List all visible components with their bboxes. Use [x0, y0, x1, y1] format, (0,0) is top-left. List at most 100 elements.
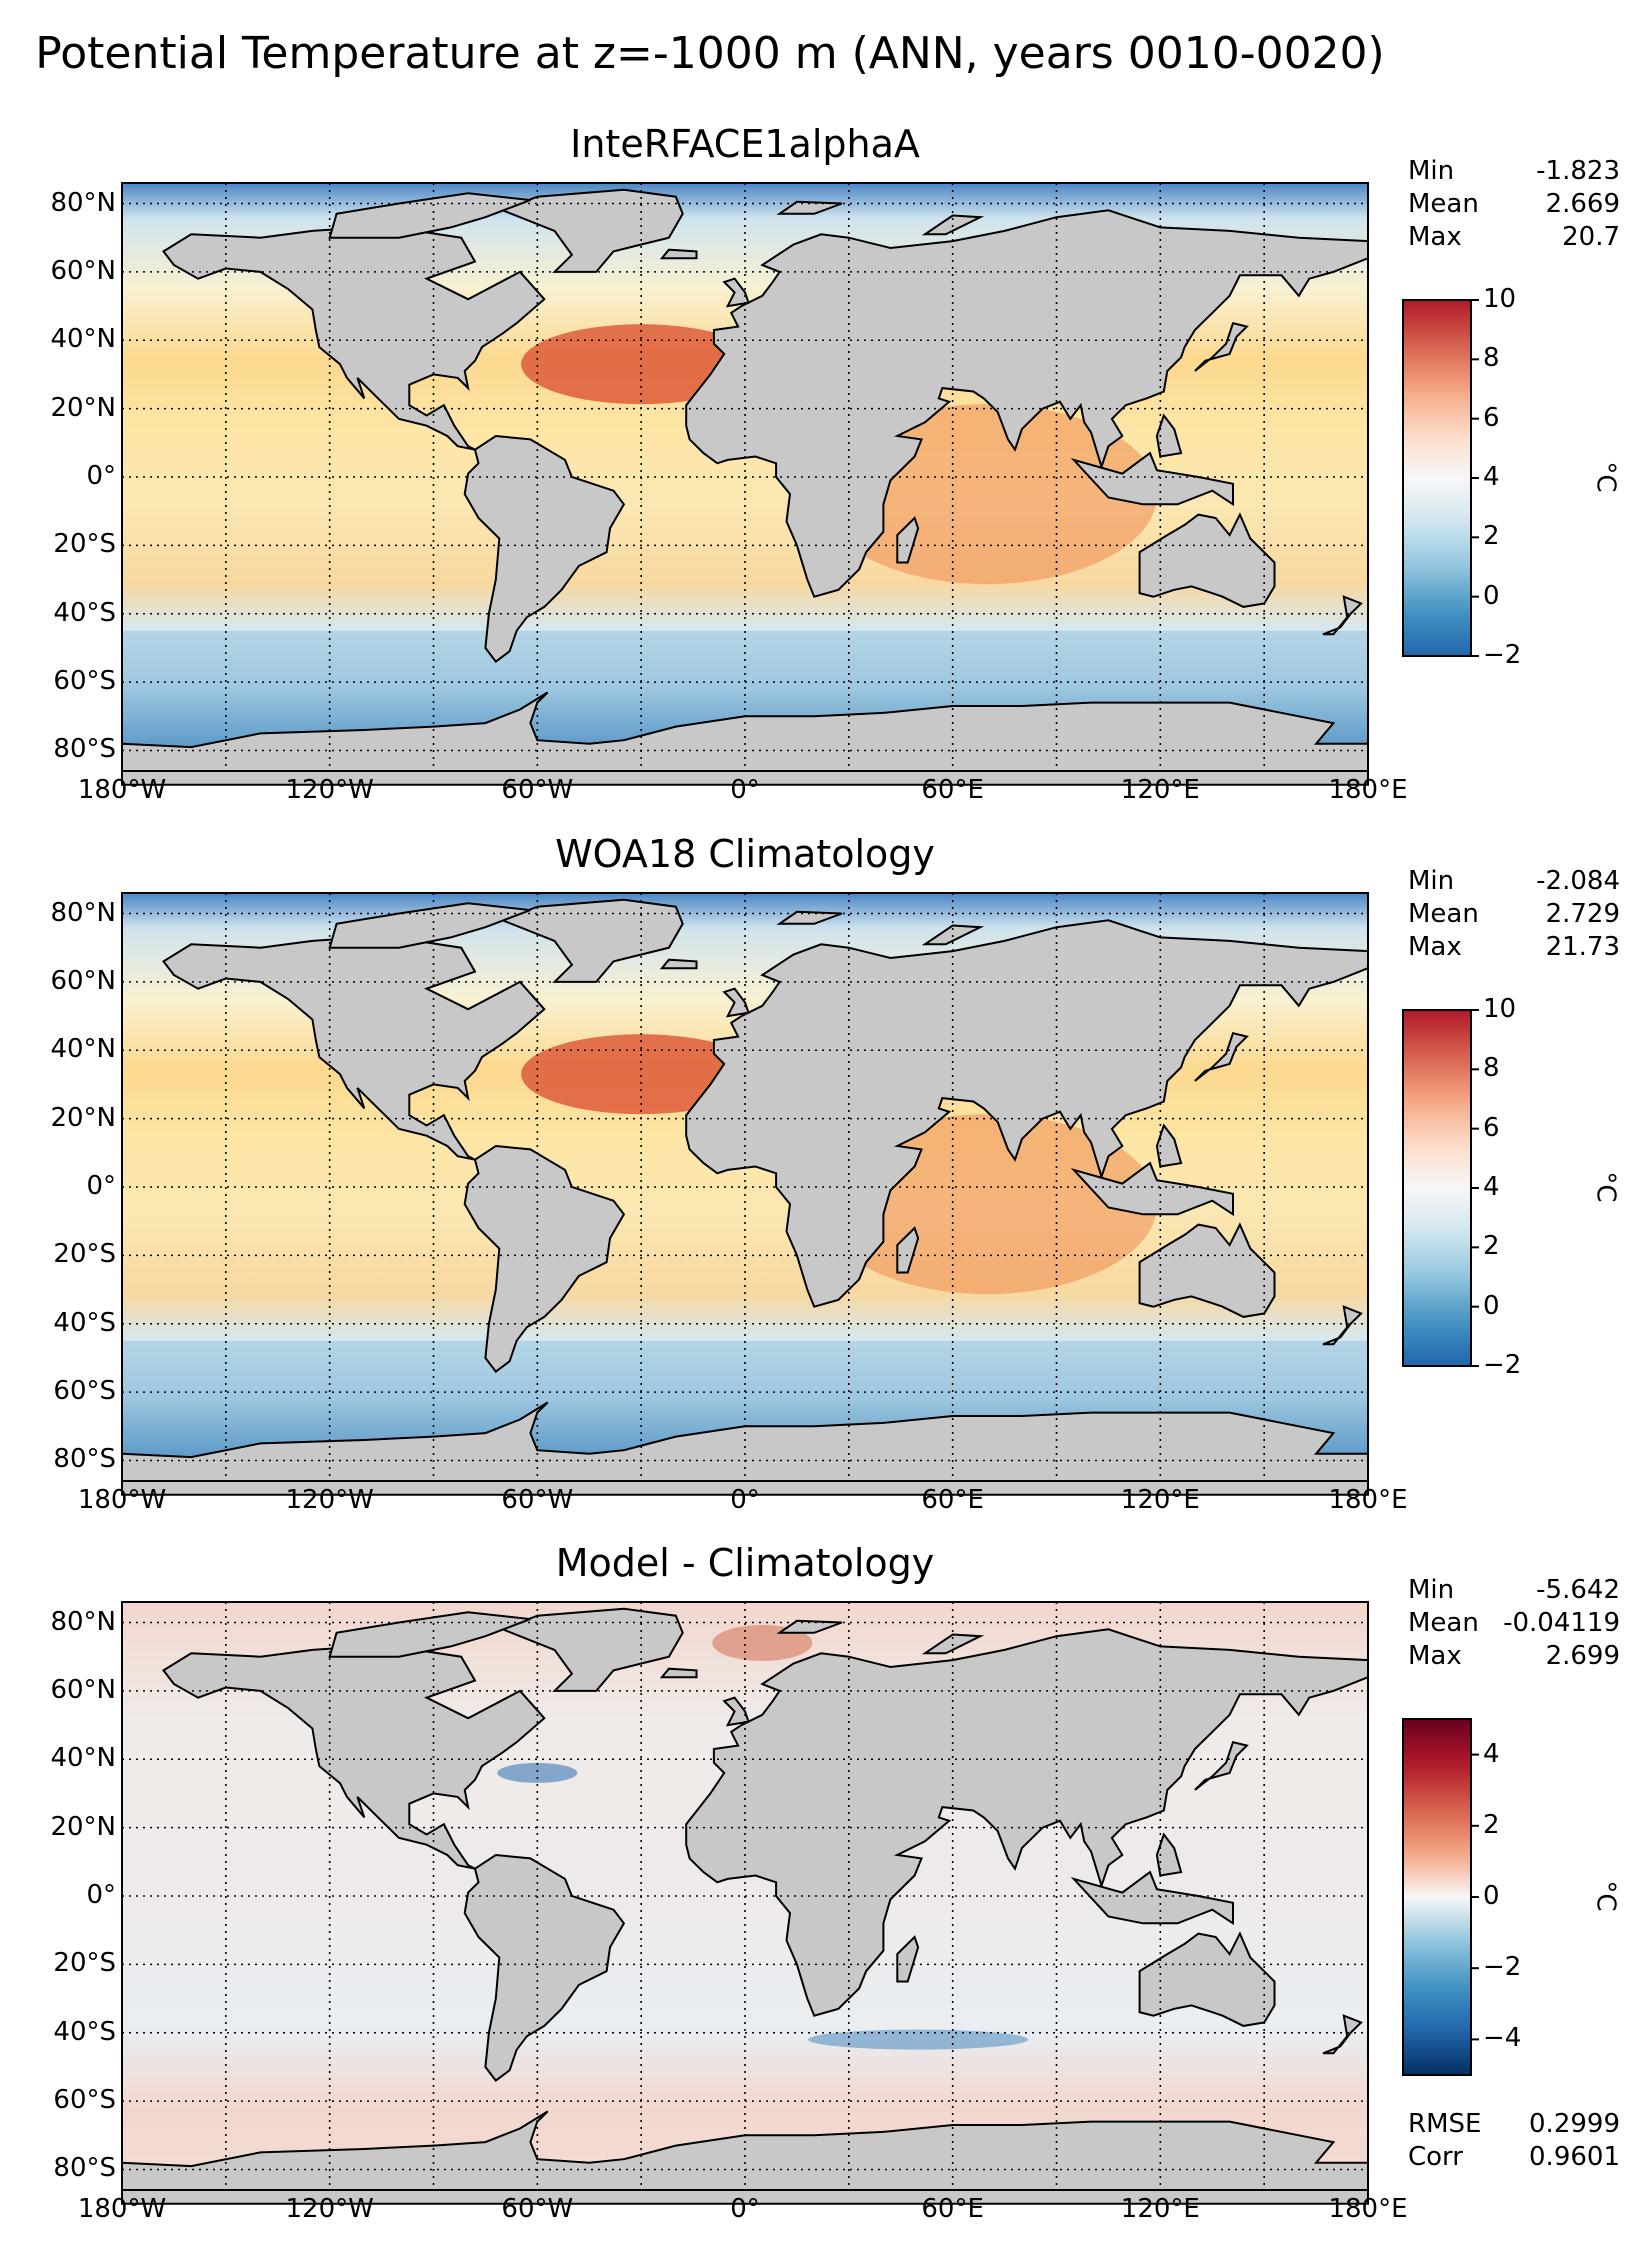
land-indonesia — [1070, 1161, 1234, 1217]
longitude-label: 120°E — [1120, 1485, 1200, 1515]
land-japan — [1194, 322, 1249, 372]
latitude-label: 60°S — [53, 1376, 116, 1407]
stat-value: -0.04119 — [1503, 1608, 1620, 1638]
stat-row: Mean 2.669 — [1408, 188, 1620, 221]
colorbar-unit-label: °C — [1590, 1880, 1621, 1912]
stat-value: -1.823 — [1536, 156, 1620, 186]
colorbar-tick-label: 0 — [1483, 1881, 1500, 1911]
colorbar-tick-label: 8 — [1483, 1053, 1500, 1084]
latitude-label: 20°S — [53, 1239, 116, 1270]
stat-value: 2.699 — [1545, 1641, 1620, 1671]
longitude-label: 180°W — [77, 1485, 167, 1515]
land-madagascar — [896, 1935, 920, 1983]
land-iceland — [659, 958, 698, 970]
stat-row: Min -2.084 — [1408, 865, 1620, 898]
land-svalbard — [776, 910, 843, 925]
colorbar — [1402, 299, 1479, 657]
land-africa-eurasia — [685, 209, 1369, 598]
stat-label: Min — [1408, 1575, 1455, 1605]
colorbar-tick-label: 10 — [1483, 284, 1517, 314]
longitude-label: 60°W — [501, 775, 574, 805]
land-svalbard — [776, 1619, 843, 1634]
longitude-label: 60°E — [921, 1485, 984, 1515]
land-new-zealand — [1322, 595, 1363, 636]
land-philippines — [1155, 1832, 1183, 1877]
longitude-label: 120°W — [285, 775, 374, 805]
latitude-label: 60°N — [50, 1674, 116, 1705]
latitude-label: 40°S — [53, 597, 116, 628]
latitude-label: 0° — [86, 1171, 116, 1201]
latitude-label: 80°N — [50, 187, 116, 218]
latitude-label: 20°N — [50, 1102, 116, 1133]
stat-row: Min -5.642 — [1408, 1574, 1620, 1607]
land-north-america — [162, 936, 546, 1161]
figure-title: Potential Temperature at z=-1000 m (ANN,… — [35, 28, 1385, 79]
panel-title: WOA18 Climatology — [555, 832, 935, 876]
land-japan — [1194, 1032, 1249, 1082]
land-new-zealand — [1322, 2014, 1363, 2055]
land-greenland — [499, 898, 684, 983]
longitude-label: 0° — [730, 2194, 760, 2224]
land-arctic-islands — [328, 1611, 531, 1658]
latitude-label: 20°S — [53, 529, 116, 560]
latitude-label: 80°S — [53, 734, 116, 765]
longitude-label: 180°E — [1328, 1485, 1408, 1515]
colorbar-tick-label: −2 — [1483, 1952, 1522, 1983]
map-panel — [121, 182, 1369, 786]
land-uk — [722, 277, 750, 308]
latitude-label: 0° — [86, 461, 116, 491]
panel-stats: Min -1.823 Mean 2.669 Max 20.7 — [1408, 155, 1620, 254]
land-japan — [1194, 1741, 1249, 1791]
latitude-label: 40°N — [50, 324, 116, 355]
stat-row: Min -1.823 — [1408, 155, 1620, 188]
nordic-seas-positive-anomaly — [712, 1625, 813, 1662]
north-atlantic-warm-anomaly — [521, 1034, 762, 1115]
colorbar-tick-label: 10 — [1483, 994, 1517, 1024]
latitude-label: 40°N — [50, 1743, 116, 1774]
land-uk — [722, 987, 750, 1018]
stat-label: Mean — [1408, 1608, 1479, 1638]
map-frame — [121, 892, 1369, 1482]
latitude-label: 60°N — [50, 255, 116, 286]
land-svalbard — [776, 200, 843, 215]
colorbar-tick-label: 0 — [1483, 1290, 1500, 1321]
stat-row: Max 20.7 — [1408, 221, 1620, 254]
colorbar-unit-label: °C — [1590, 461, 1621, 493]
latitude-label: 20°S — [53, 1948, 116, 1979]
stat-row: RMSE 0.2999 — [1408, 2108, 1620, 2141]
panel-title: Model - Climatology — [555, 1541, 935, 1585]
longitude-label: 60°W — [501, 1485, 574, 1515]
land-north-america — [162, 226, 546, 451]
colorbar-tick-label: 6 — [1483, 1112, 1500, 1143]
longitude-label: 60°E — [921, 775, 984, 805]
latitude-label: 80°N — [50, 1606, 116, 1637]
colorbar — [1402, 1009, 1479, 1367]
longitude-label: 120°E — [1120, 775, 1200, 805]
panel-extra-stats: RMSE 0.2999 Corr 0.9601 — [1408, 2108, 1620, 2174]
stat-label: RMSE — [1408, 2109, 1482, 2139]
longitude-label: 60°E — [921, 2194, 984, 2224]
land-africa-eurasia — [685, 1628, 1369, 2017]
stat-value: 20.7 — [1562, 222, 1620, 252]
land-australia — [1138, 512, 1276, 608]
land-madagascar — [896, 516, 920, 564]
latitude-label: 0° — [86, 1880, 116, 1910]
latitude-label: 60°N — [50, 965, 116, 996]
land-philippines — [1155, 1123, 1183, 1168]
stat-label: Min — [1408, 156, 1455, 186]
colorbar-tick-label: 2 — [1483, 1809, 1500, 1840]
stat-value: 2.729 — [1545, 899, 1620, 929]
land-novaya-zemlya — [921, 214, 985, 236]
stat-row: Max 21.73 — [1408, 931, 1620, 964]
map-panel — [121, 892, 1369, 1496]
land-iceland — [659, 1667, 698, 1679]
longitude-label: 180°E — [1328, 775, 1408, 805]
latitude-label: 60°S — [53, 2085, 116, 2116]
longitude-label: 120°W — [285, 2194, 374, 2224]
land-novaya-zemlya — [921, 1633, 985, 1655]
gulf-stream-negative-anomaly — [497, 1762, 578, 1783]
colorbar-tick-label: 2 — [1483, 521, 1500, 552]
land-australia — [1138, 1222, 1276, 1318]
longitude-label: 120°W — [285, 1485, 374, 1515]
stat-value: 0.2999 — [1529, 2109, 1620, 2139]
